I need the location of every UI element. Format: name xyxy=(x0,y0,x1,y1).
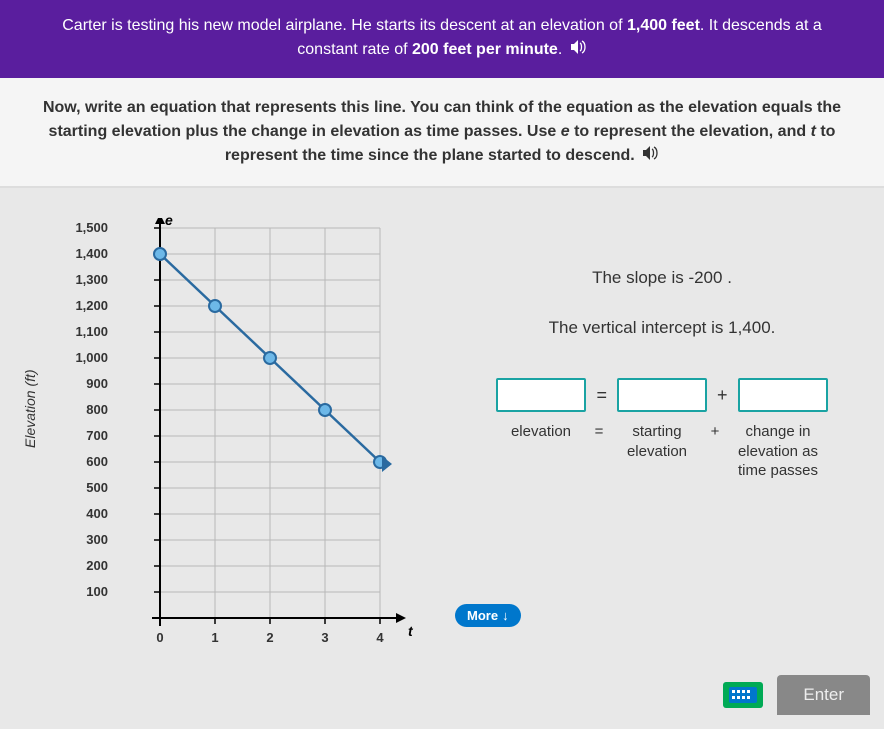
equals-sign: = xyxy=(596,385,607,406)
enter-button[interactable]: Enter xyxy=(777,675,870,715)
intercept-text: The vertical intercept is 1,400. xyxy=(470,318,854,338)
y-axis-label: Elevation (ft) xyxy=(22,370,38,449)
header-text: Carter is testing his new model airplane… xyxy=(62,17,822,58)
keyboard-icon[interactable] xyxy=(723,682,763,708)
equals-label: = xyxy=(592,422,606,442)
y-tick-label: 100 xyxy=(58,584,108,599)
y-tick-label: 1,200 xyxy=(58,298,108,313)
elevation-label: elevation xyxy=(496,422,586,442)
slope-text: The slope is -200 . xyxy=(470,268,854,288)
y-tick-label: 300 xyxy=(58,532,108,547)
change-input[interactable] xyxy=(738,378,828,412)
starting-label: startingelevation xyxy=(612,422,702,461)
equation-input-row: = + xyxy=(470,378,854,412)
y-tick-label: 1,400 xyxy=(58,246,108,261)
speaker-icon[interactable] xyxy=(643,144,659,168)
instruction-text: Now, write an equation that represents t… xyxy=(0,78,884,188)
x-tick-label: 0 xyxy=(150,630,170,645)
y-tick-label: 1,300 xyxy=(58,272,108,287)
y-tick-label: 500 xyxy=(58,480,108,495)
y-tick-label: 400 xyxy=(58,506,108,521)
problem-header: Carter is testing his new model airplane… xyxy=(0,0,884,78)
y-tick-label: 800 xyxy=(58,402,108,417)
change-label: change inelevation astime passes xyxy=(728,422,828,481)
y-tick-label: 200 xyxy=(58,558,108,573)
x-tick-label: 1 xyxy=(205,630,225,645)
y-tick-label: 1,000 xyxy=(58,350,108,365)
x-tick-label: 4 xyxy=(370,630,390,645)
y-tick-label: 900 xyxy=(58,376,108,391)
equation-label-row: elevation = startingelevation + change i… xyxy=(470,422,854,481)
plus-sign: + xyxy=(717,385,728,406)
elevation-input[interactable] xyxy=(496,378,586,412)
y-tick-label: 1,500 xyxy=(58,220,108,235)
x-tick-label: 2 xyxy=(260,630,280,645)
plus-label: + xyxy=(708,422,722,442)
more-button[interactable]: More ↓ xyxy=(455,604,521,627)
x-tick-label: 3 xyxy=(315,630,335,645)
speaker-icon[interactable] xyxy=(571,38,587,62)
y-tick-label: 1,100 xyxy=(58,324,108,339)
starting-elevation-input[interactable] xyxy=(617,378,707,412)
chart-svg xyxy=(60,218,420,658)
y-tick-label: 600 xyxy=(58,454,108,469)
arrow-down-icon: ↓ xyxy=(502,608,509,623)
elevation-chart: Elevation (ft) e t 100200300400500600700… xyxy=(10,208,430,678)
y-tick-label: 700 xyxy=(58,428,108,443)
